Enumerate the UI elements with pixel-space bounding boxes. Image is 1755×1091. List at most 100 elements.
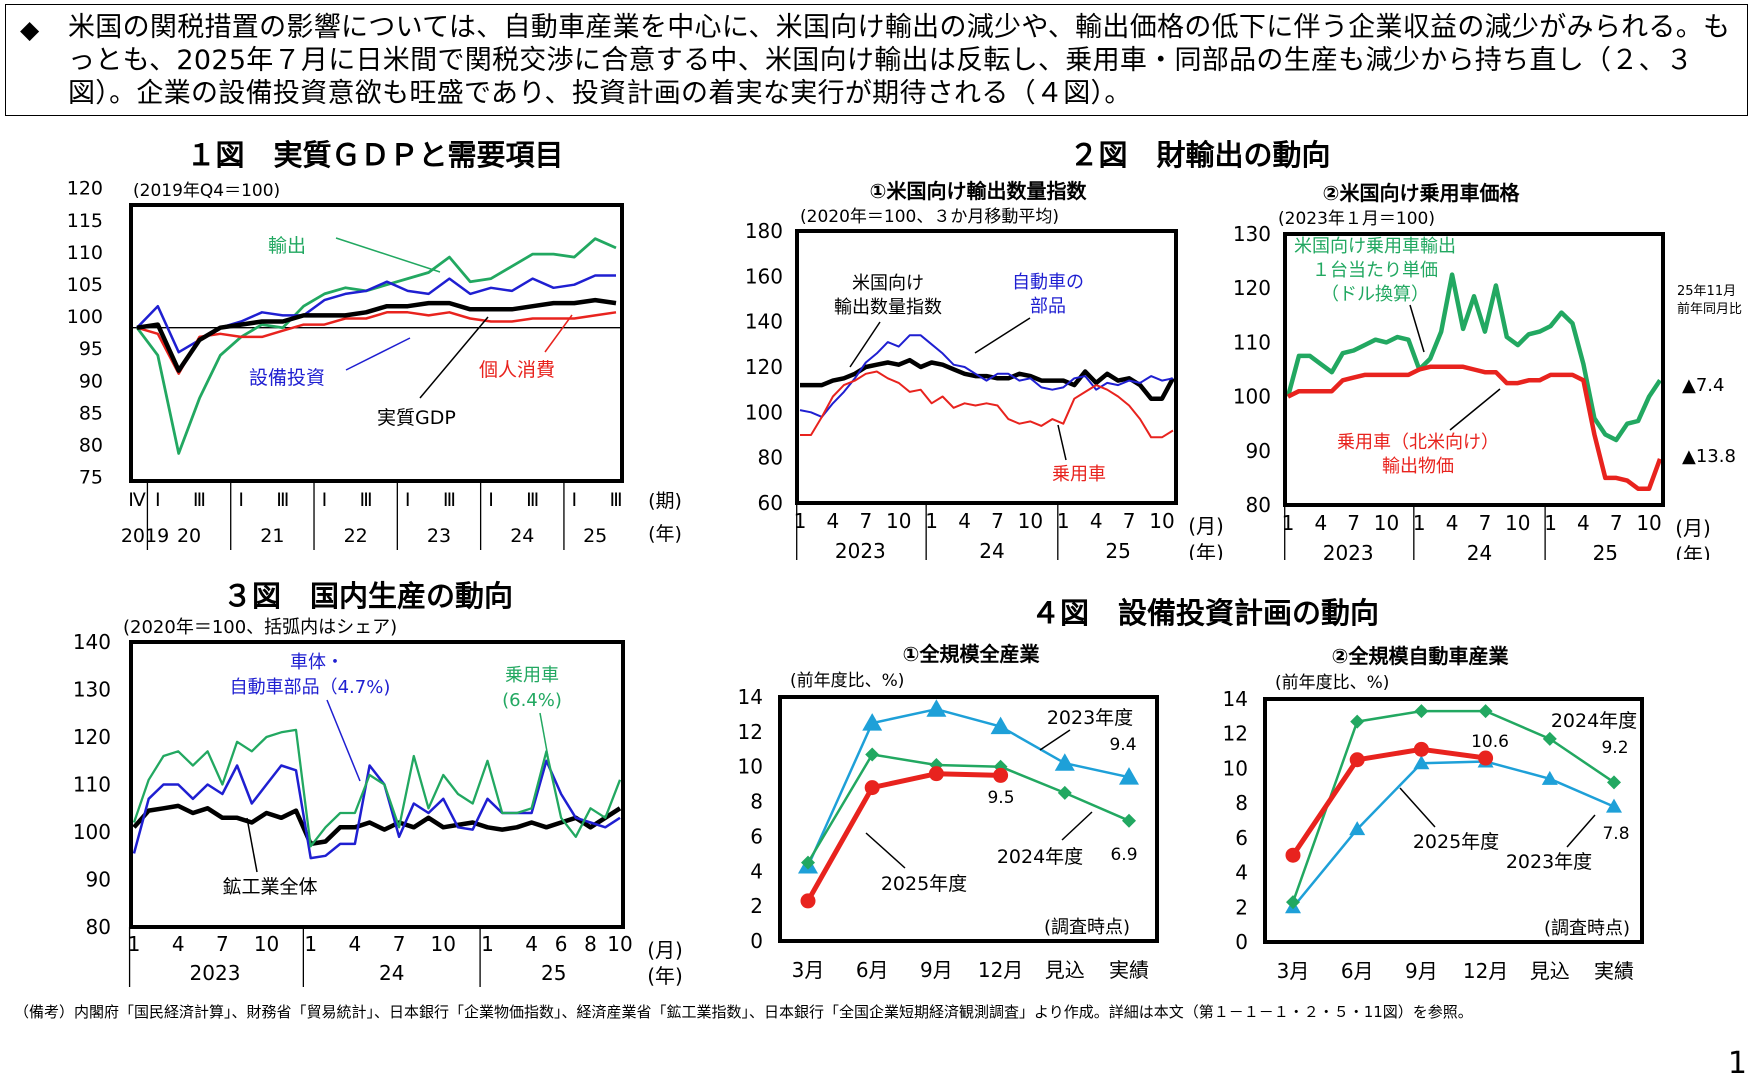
f2a-month-label: 10 bbox=[1149, 509, 1174, 533]
fig2b-title: ②米国向け乗用車価格 bbox=[1323, 181, 1521, 205]
f4b-series-sky bbox=[1292, 760, 1615, 909]
fig2b-plot-frame bbox=[1283, 232, 1665, 507]
f4b-marker-triangle bbox=[1541, 770, 1558, 785]
fig1-period-unit: (期) bbox=[648, 490, 682, 512]
f4a-marker-circle bbox=[800, 893, 816, 909]
fig4a-endval-2024: 6.9 bbox=[1110, 845, 1137, 865]
fig3-month-label: 1 bbox=[481, 932, 494, 956]
fig1-year-label: 21 bbox=[260, 525, 284, 547]
f4a-x-label: 実績 bbox=[1109, 958, 1149, 982]
f4a-x-label: 6月 bbox=[856, 958, 889, 982]
f2a-month-label: 7 bbox=[859, 509, 872, 533]
fig2a-unit: (2020年＝100、３か月移動平均) bbox=[800, 207, 1059, 227]
fig3-month-label: 8 bbox=[584, 932, 597, 956]
fig2b-yoy-red: ▲13.8 bbox=[1682, 446, 1736, 467]
f4b-marker-circle bbox=[1285, 847, 1301, 863]
fig4a-plot-frame bbox=[778, 695, 1159, 943]
fig3-year-label: 24 bbox=[379, 961, 404, 985]
fig3-chart: ３図 国内生産の動向 (2020年＝100、括弧内はシェア) 140130120… bbox=[73, 579, 683, 988]
f2b-ytick: 130 bbox=[1233, 222, 1271, 246]
f2b-month-label: 10 bbox=[1374, 511, 1399, 535]
f4a-marker-diamond bbox=[801, 855, 815, 870]
fig3-month-unit: (月) bbox=[647, 938, 683, 962]
f4b-marker-circle bbox=[1413, 741, 1429, 757]
fig3-ytick: 80 bbox=[86, 915, 111, 939]
fig1-series-red bbox=[136, 311, 617, 375]
fig3-month-label: 7 bbox=[393, 932, 406, 956]
f2a-ytick: 180 bbox=[745, 219, 783, 243]
fig1-ytick: 90 bbox=[79, 370, 103, 392]
f4a-ytick: 0 bbox=[750, 929, 763, 953]
f2a-month-label: 4 bbox=[827, 509, 840, 533]
fig2b-yoy-title-1: 25年11月 bbox=[1677, 284, 1736, 299]
fig3-label-mining: 鉱工業全体 bbox=[222, 876, 317, 898]
f2b-month-label: 4 bbox=[1577, 511, 1590, 535]
fig1-ytick: 120 bbox=[67, 178, 103, 200]
f2b-month-label: 10 bbox=[1505, 511, 1530, 535]
fig2a-label-cars: 乗用車 bbox=[1052, 464, 1106, 485]
fig4b-endval-2023: 7.8 bbox=[1602, 824, 1629, 844]
f4b-marker-diamond bbox=[1286, 895, 1300, 910]
fig1-arrow-gdp bbox=[419, 316, 489, 399]
fig3-unit: (2020年＝100、括弧内はシェア) bbox=[123, 617, 397, 638]
f2b-month-label: 4 bbox=[1446, 511, 1459, 535]
fig1-series-blue bbox=[136, 274, 616, 354]
f4b-marker-triangle bbox=[1413, 755, 1430, 770]
f4a-marker-diamond bbox=[1122, 813, 1136, 828]
f2b-ytick: 100 bbox=[1233, 385, 1271, 409]
fig1-quarter-label: Ⅰ bbox=[572, 489, 578, 511]
bullet-diamond-icon: ◆ bbox=[20, 15, 40, 44]
fig1-ytick: 105 bbox=[67, 274, 103, 296]
fig3-arrow-mining bbox=[246, 817, 258, 873]
fig1-quarter-label: Ⅲ bbox=[360, 489, 373, 511]
f4b-series-red bbox=[1290, 746, 1486, 857]
f4b-ytick: 2 bbox=[1235, 895, 1248, 919]
f4b-marker-diamond bbox=[1607, 775, 1621, 790]
fig3-arrow-cars bbox=[539, 712, 549, 758]
f2a-ytick: 160 bbox=[745, 264, 783, 288]
fig1-chart: １図 実質ＧＤＰと需要項目 (2019年Q4＝100) 120 115 110 105… bbox=[67, 138, 682, 550]
fig3-year-label: 25 bbox=[541, 961, 566, 985]
fig2b-arrow-usd bbox=[1409, 304, 1425, 353]
fig1-quarter-label: Ⅰ bbox=[488, 489, 494, 511]
f4b-x-label: 6月 bbox=[1341, 959, 1374, 983]
f4a-x-label: 9月 bbox=[920, 958, 953, 982]
fig1-label-capex: 設備投資 bbox=[249, 367, 325, 389]
fig2b-yoy-green: ▲7.4 bbox=[1682, 375, 1724, 396]
fig1-quarter-label: Ⅲ bbox=[609, 489, 622, 511]
f2b-month-label: 10 bbox=[1636, 511, 1661, 535]
fig1-arrow-capex bbox=[345, 337, 411, 371]
f2b-series-red bbox=[1287, 364, 1663, 491]
f4a-series-green bbox=[806, 753, 1130, 864]
f4a-series-red bbox=[805, 771, 1001, 903]
f2a-month-label: 1 bbox=[794, 509, 807, 533]
f2a-month-unit: (月) bbox=[1188, 514, 1224, 538]
fig2b-label-usd-1: 米国向け乗用車輸出 bbox=[1294, 236, 1456, 257]
fig1-ytick: 85 bbox=[79, 402, 103, 424]
f2b-month-label: 1 bbox=[1282, 511, 1295, 535]
fig4b-plot-frame bbox=[1263, 697, 1644, 944]
f4a-marker-circle bbox=[864, 780, 880, 796]
f2a-ytick: 140 bbox=[745, 310, 783, 334]
f4a-marker-circle bbox=[993, 767, 1009, 783]
f4a-x-label: 見込 bbox=[1045, 958, 1085, 982]
f4a-ytick: 2 bbox=[750, 894, 763, 918]
fig4b-endval-2024: 9.2 bbox=[1601, 738, 1628, 758]
fig2a-plot-frame bbox=[795, 229, 1178, 505]
f2a-month-label: 1 bbox=[1057, 509, 1070, 533]
fig4b-title: ②全規模自動車産業 bbox=[1332, 644, 1510, 668]
fig4b-label-2024: 2024年度 bbox=[1551, 710, 1637, 732]
f2a-year-unit: (年) bbox=[1188, 541, 1224, 560]
f4a-marker-diamond bbox=[865, 747, 880, 762]
f4a-ytick: 14 bbox=[738, 685, 763, 709]
fig1-year-label: 23 bbox=[427, 525, 451, 547]
fig4b-unit: (前年度比、%) bbox=[1275, 673, 1389, 693]
f4b-x-label: 12月 bbox=[1463, 959, 1508, 983]
f2b-ytick: 110 bbox=[1233, 330, 1271, 354]
f4b-x-label: 見込 bbox=[1530, 959, 1570, 983]
page-number: 1 bbox=[1727, 1046, 1747, 1081]
f2a-month-label: 1 bbox=[925, 509, 938, 533]
fig1-quarter-label: Ⅰ bbox=[405, 489, 411, 511]
f4a-marker-circle bbox=[928, 766, 944, 782]
fig1-ytick: 100 bbox=[67, 306, 103, 328]
